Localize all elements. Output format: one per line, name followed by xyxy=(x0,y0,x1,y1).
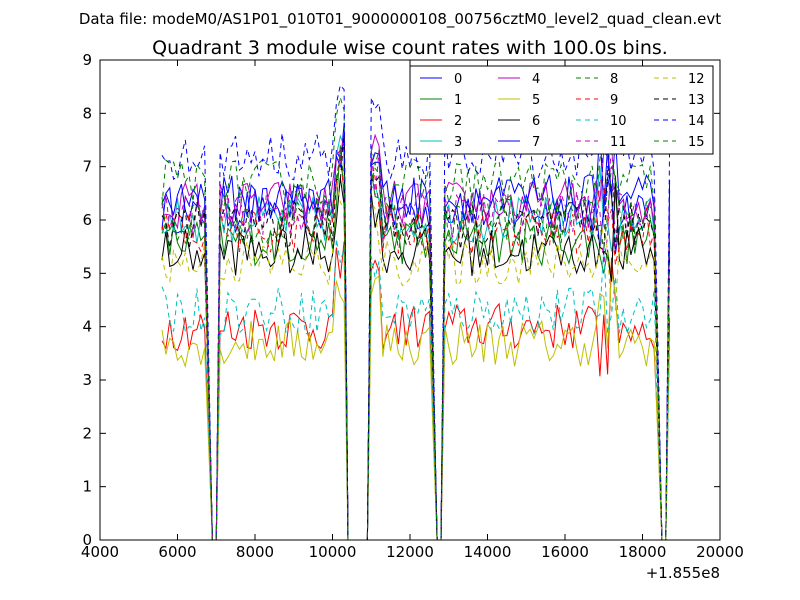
legend-label-15: 15 xyxy=(688,135,705,150)
x-tick-label-4: 12000 xyxy=(386,543,434,561)
legend-item-6: 6 xyxy=(498,114,540,129)
series-line-13 xyxy=(161,134,671,540)
x-tick-label-2: 8000 xyxy=(236,543,274,561)
series-line-8 xyxy=(161,95,671,540)
y-tick-label-5: 5 xyxy=(82,264,92,282)
legend-label-10: 10 xyxy=(610,114,627,129)
x-tick-label-5: 14000 xyxy=(464,543,512,561)
y-tick-label-7: 7 xyxy=(82,158,92,176)
data-file-suptitle: Data file: modeM0/AS1P01_010T01_90000001… xyxy=(79,10,721,29)
series-line-2 xyxy=(161,241,671,540)
legend-label-7: 7 xyxy=(532,135,540,150)
x-offset-label: +1.855e8 xyxy=(646,564,720,582)
y-tick-label-4: 4 xyxy=(82,318,92,336)
legend-label-8: 8 xyxy=(610,72,618,87)
series-line-11 xyxy=(161,131,671,540)
legend-label-0: 0 xyxy=(454,72,462,87)
y-tick-label-0: 0 xyxy=(82,531,92,549)
legend-item-0: 0 xyxy=(420,72,462,87)
legend-item-9: 9 xyxy=(576,93,618,108)
legend-label-11: 11 xyxy=(610,135,627,150)
y-tick-label-1: 1 xyxy=(82,478,92,496)
legend-item-11: 11 xyxy=(576,135,627,150)
legend-label-2: 2 xyxy=(454,114,462,129)
legend-item-12: 12 xyxy=(654,72,705,87)
y-tick-label-9: 9 xyxy=(82,51,92,69)
x-tick-label-7: 18000 xyxy=(619,543,667,561)
x-tick-label-8: 20000 xyxy=(696,543,744,561)
legend-item-8: 8 xyxy=(576,72,618,87)
series-line-10 xyxy=(161,238,671,540)
legend-item-3: 3 xyxy=(420,135,462,150)
series-lines xyxy=(161,78,671,540)
series-line-6 xyxy=(161,175,671,540)
y-tick-label-2: 2 xyxy=(82,424,92,442)
legend-item-15: 15 xyxy=(654,135,705,150)
legend-item-13: 13 xyxy=(654,93,705,108)
x-tick-label-3: 10000 xyxy=(309,543,357,561)
legend-item-7: 7 xyxy=(498,135,540,150)
series-line-7 xyxy=(161,122,671,540)
legend-item-2: 2 xyxy=(420,114,462,129)
legend-item-1: 1 xyxy=(420,93,462,108)
legend-label-5: 5 xyxy=(532,93,540,108)
axes: 4000 6000 8000 10000 12000 14000 16000 18000 200… xyxy=(81,51,744,561)
legend-label-6: 6 xyxy=(532,114,540,129)
legend-label-1: 1 xyxy=(454,93,462,108)
series-line-5 xyxy=(161,272,671,540)
legend-label-13: 13 xyxy=(688,93,705,108)
legend-label-14: 14 xyxy=(688,114,705,129)
legend-item-10: 10 xyxy=(576,114,627,129)
legend-item-5: 5 xyxy=(498,93,540,108)
legend-label-4: 4 xyxy=(532,72,540,87)
series-line-12 xyxy=(161,177,671,540)
legend-box xyxy=(409,65,714,155)
x-tick-label-0: 4000 xyxy=(81,543,119,561)
x-tick-label-1: 6000 xyxy=(158,543,196,561)
legend-label-12: 12 xyxy=(688,72,705,87)
series-line-15 xyxy=(161,155,671,540)
y-tick-label-6: 6 xyxy=(82,211,92,229)
y-tick-label-8: 8 xyxy=(82,104,92,122)
series-line-14 xyxy=(161,78,671,540)
x-tick-label-6: 16000 xyxy=(541,543,589,561)
series-line-9 xyxy=(161,154,671,540)
y-tick-label-3: 3 xyxy=(82,371,92,389)
legend-label-9: 9 xyxy=(610,93,618,108)
legend-item-14: 14 xyxy=(654,114,705,129)
chart-title: Quadrant 3 module wise count rates with … xyxy=(152,37,668,59)
legend-item-4: 4 xyxy=(498,72,540,87)
legend-label-3: 3 xyxy=(454,135,462,150)
series-line-1 xyxy=(161,145,671,540)
plot-area xyxy=(161,78,671,540)
